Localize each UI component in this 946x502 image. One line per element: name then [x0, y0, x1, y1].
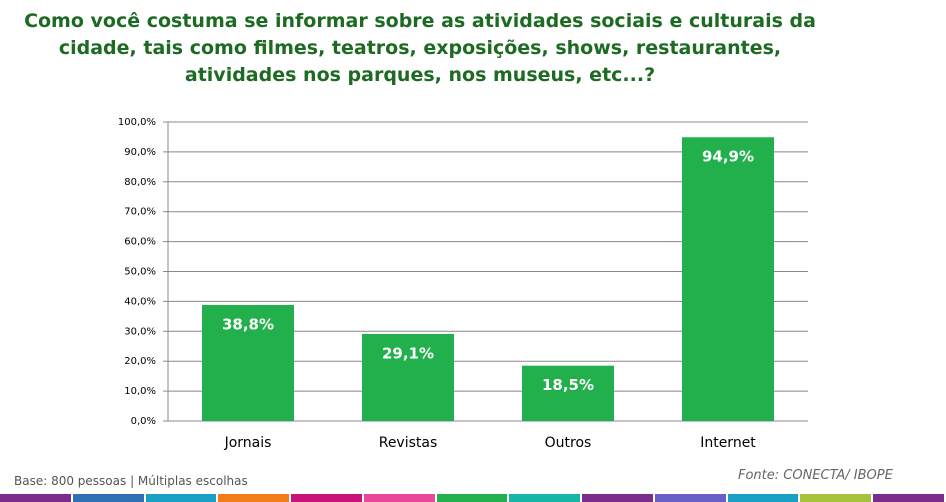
y-tick-label: 10,0% — [124, 386, 156, 397]
value-label: 94,9% — [702, 148, 754, 166]
color-strip — [0, 494, 946, 502]
chart-title: Como você costuma se informar sobre as a… — [24, 10, 816, 86]
x-tick-label: Revistas — [379, 435, 438, 451]
source: Fonte: CONECTA/ IBOPE — [738, 468, 893, 483]
bar — [202, 304, 294, 421]
value-label: 29,1% — [382, 344, 434, 362]
y-tick-label: 70,0% — [124, 207, 156, 218]
y-tick-label: 50,0% — [124, 267, 156, 278]
y-tick-label: 30,0% — [124, 326, 156, 337]
base-note: Base: 800 pessoas | Múltiplas escolhas — [14, 474, 248, 488]
y-tick-label: 0,0% — [131, 416, 156, 427]
y-tick-label: 90,0% — [124, 147, 156, 158]
y-tick-label: 20,0% — [124, 356, 156, 367]
x-tick-label: Internet — [700, 435, 756, 451]
value-label: 18,5% — [542, 376, 594, 394]
y-tick-label: 40,0% — [124, 296, 156, 307]
bar — [682, 137, 774, 421]
x-tick-label: Outros — [545, 435, 592, 451]
bar — [522, 365, 614, 421]
y-tick-label: 80,0% — [124, 177, 156, 188]
y-tick-label: 100,0% — [118, 117, 156, 128]
y-tick-label: 60,0% — [124, 237, 156, 248]
x-tick-label: Jornais — [224, 435, 272, 451]
value-label: 38,8% — [222, 315, 274, 333]
bar — [362, 333, 454, 421]
